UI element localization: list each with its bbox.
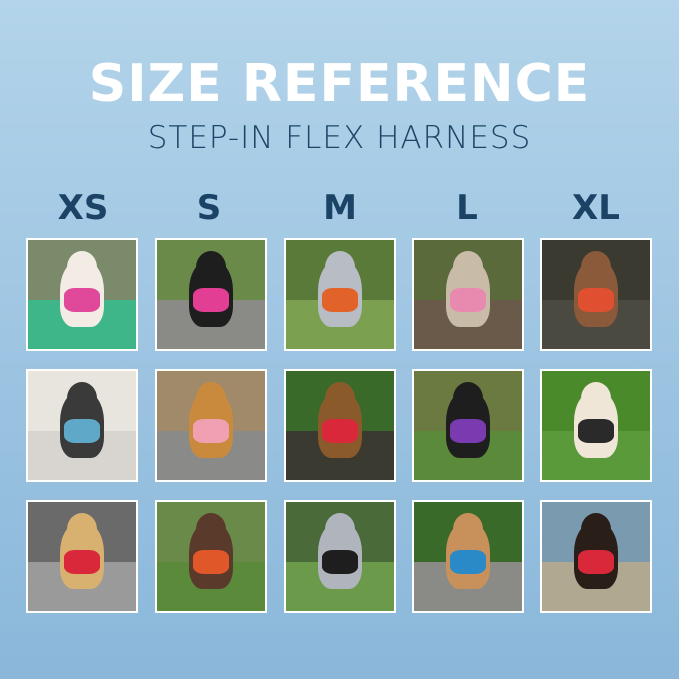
- dog-head: [66, 381, 98, 415]
- dog-head: [324, 250, 356, 284]
- harness: [449, 287, 487, 312]
- dog-photo-s: [155, 500, 267, 613]
- dog-photo-s: [155, 369, 267, 482]
- dog-head: [195, 381, 227, 415]
- size-label-m: M: [323, 188, 357, 228]
- dog-head: [324, 381, 356, 415]
- page-subtitle: STEP-IN FLEX HARNESS: [147, 120, 532, 156]
- harness: [63, 287, 101, 312]
- dog-head: [580, 512, 612, 546]
- harness: [63, 549, 101, 574]
- harness: [321, 287, 359, 312]
- harness: [449, 549, 487, 574]
- dog-photo-xs: [26, 500, 138, 613]
- size-label-s: S: [196, 188, 222, 228]
- dog-head: [452, 381, 484, 415]
- page-title: SIZE REFERENCE: [88, 54, 591, 114]
- dog-photo-xs: [26, 369, 138, 482]
- harness: [192, 287, 230, 312]
- size-label-xs: XS: [57, 188, 109, 228]
- harness: [321, 418, 359, 443]
- dog-photo-m: [284, 238, 396, 351]
- harness: [192, 549, 230, 574]
- dog-head: [195, 250, 227, 284]
- dog-head: [66, 250, 98, 284]
- dog-photo-s: [155, 238, 267, 351]
- dog-photo-xs: [26, 238, 138, 351]
- dog-head: [580, 250, 612, 284]
- dog-photo-l: [412, 369, 524, 482]
- dog-head: [195, 512, 227, 546]
- dog-photo-xl: [540, 238, 652, 351]
- dog-photo-m: [284, 369, 396, 482]
- size-label-xl: XL: [572, 188, 620, 228]
- dog-head: [324, 512, 356, 546]
- harness: [321, 549, 359, 574]
- harness: [577, 549, 615, 574]
- dog-head: [66, 512, 98, 546]
- dog-photo-m: [284, 500, 396, 613]
- harness: [63, 418, 101, 443]
- dog-head: [580, 381, 612, 415]
- dog-head: [452, 512, 484, 546]
- dog-photo-l: [412, 500, 524, 613]
- harness: [577, 418, 615, 443]
- harness: [449, 418, 487, 443]
- dog-photo-xl: [540, 369, 652, 482]
- harness: [192, 418, 230, 443]
- dog-head: [452, 250, 484, 284]
- size-label-l: L: [456, 188, 478, 228]
- dog-photo-xl: [540, 500, 652, 613]
- dog-photo-l: [412, 238, 524, 351]
- harness: [577, 287, 615, 312]
